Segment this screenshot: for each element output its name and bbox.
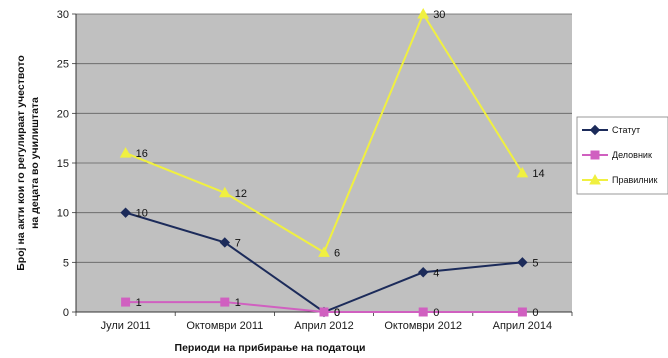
series-1-label-3: 0: [334, 307, 340, 319]
x-tick-label-5: Април 2014: [493, 320, 553, 332]
x-axis-title: Периоди на прибирање на податоци: [175, 342, 366, 354]
series-1-point-5: [517, 257, 528, 268]
legend-marker-2: [590, 150, 600, 160]
series-3-label-5: 14: [532, 168, 544, 180]
legend-marker-1: [589, 124, 601, 136]
y-tick-label-20: 20: [57, 108, 69, 120]
series-3-point-4: [417, 7, 430, 19]
y-axis-title-line-1: Број на акти кои го регулираат учеството: [15, 55, 27, 271]
series-2-label-1: 1: [136, 297, 142, 309]
series-3-label-4: 30: [433, 9, 445, 21]
series-1-label-1: 10: [136, 208, 148, 220]
series-2-point-4: [418, 307, 428, 317]
series-3-label-3: 6: [334, 247, 340, 259]
series-layer: [119, 7, 529, 318]
y-tick-label-0: 0: [63, 307, 69, 319]
legend-label-2: Деловник: [612, 150, 652, 160]
series-2-label-5: 0: [532, 307, 538, 319]
gridlines: [76, 13, 572, 263]
y-tick-label-5: 5: [63, 257, 69, 269]
y-axis-title: Број на акти кои го регулираат учеството…: [15, 55, 41, 271]
legend-label-3: Правилник: [612, 175, 658, 185]
series-1-label-4: 4: [433, 267, 439, 279]
y-axis-title-line-2: на децата во училиштата: [29, 97, 41, 229]
series-2-label-3: 0: [334, 307, 340, 319]
series-3-label-1: 16: [136, 148, 148, 160]
series-3-point-5: [516, 166, 529, 178]
series-2-point-5: [517, 307, 527, 317]
legend-marker-3: [589, 173, 601, 185]
x-tick-label-4: Октомври 2012: [384, 320, 462, 332]
series-2-label-4: 0: [433, 307, 439, 319]
legend: Статут Деловник Правилник: [576, 116, 668, 195]
y-tick-label-25: 25: [57, 59, 69, 71]
series-3-point-3: [318, 246, 330, 257]
series-1-label-2: 7: [235, 237, 241, 249]
series-3-point-1: [119, 147, 132, 158]
y-tick-label-15: 15: [57, 158, 69, 170]
series-2-point-2: [220, 297, 230, 307]
x-tick-label-1: Јули 2011: [101, 320, 151, 332]
series-1-point-2: [219, 237, 231, 248]
y-tick-label-30: 30: [57, 9, 69, 21]
series-1-point-1: [120, 207, 131, 218]
series-1-point-4: [417, 267, 429, 278]
y-tick-label-10: 10: [57, 208, 69, 220]
series-2-point-3: [319, 307, 329, 317]
legend-label-1: Статут: [612, 125, 640, 135]
series-2-label-2: 1: [235, 297, 241, 309]
series-3-label-2: 12: [235, 188, 247, 200]
series-2-point-1: [121, 297, 131, 307]
series-1-label-5: 5: [532, 257, 538, 269]
series-3-point-2: [218, 186, 231, 198]
x-tick-label-3: Април 2012: [294, 320, 354, 332]
x-tick-label-2: Октомври 2011: [186, 320, 263, 332]
